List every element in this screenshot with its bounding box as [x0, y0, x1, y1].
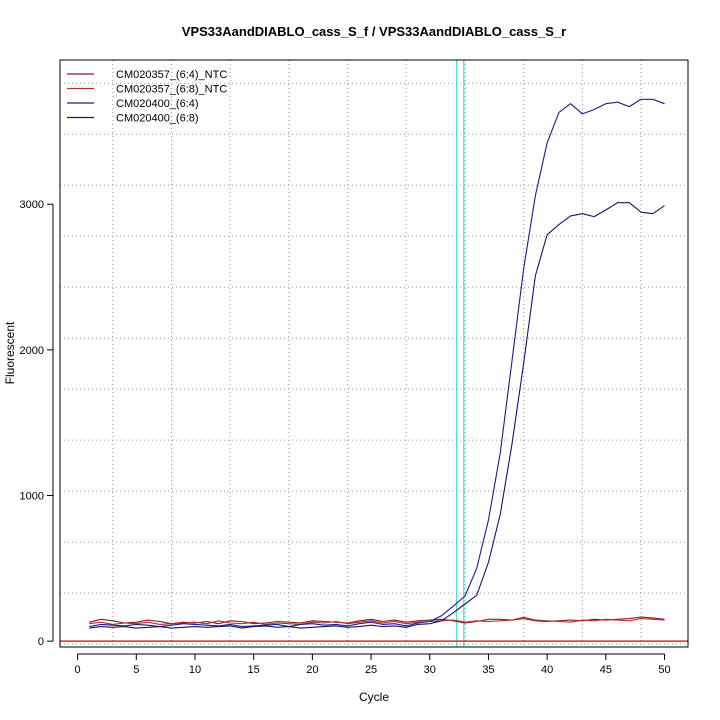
- x-tick-label: 15: [248, 664, 260, 676]
- plot-frame: [59, 59, 689, 648]
- x-tick-label: 30: [424, 664, 436, 676]
- x-tick-label: 40: [541, 664, 553, 676]
- series-line: [89, 98, 665, 628]
- x-tick-label: 5: [133, 664, 139, 676]
- x-axis-label: Cycle: [359, 690, 389, 704]
- legend: CM020357_(6:4)_NTC CM020357_(6:8)_NTC CM02…: [67, 69, 227, 125]
- x-tick-label: 20: [306, 664, 318, 676]
- y-tick-label: 0: [38, 636, 44, 648]
- x-axis: 0 5 10 15 20 25 30 35 40 45 50: [75, 653, 671, 676]
- y-axis: 0 1000 2000 3000: [20, 199, 54, 648]
- x-tick-label: 45: [600, 664, 612, 676]
- y-tick-label: 3000: [20, 199, 44, 211]
- legend-label: CM020400_(6:8): [116, 113, 199, 125]
- legend-label: CM020357_(6:8)_NTC: [116, 84, 227, 96]
- legend-label: CM020357_(6:4)_NTC: [116, 69, 227, 81]
- grid: [60, 60, 688, 647]
- y-tick-label: 2000: [20, 345, 44, 357]
- series-line: [89, 616, 665, 625]
- x-tick-label: 50: [658, 664, 670, 676]
- x-tick-label: 10: [189, 664, 201, 676]
- x-tick-label: 0: [75, 664, 81, 676]
- x-tick-label: 35: [482, 664, 494, 676]
- x-tick-label: 25: [365, 664, 377, 676]
- legend-label: CM020400_(6:4): [116, 98, 199, 110]
- ct-lines: [456, 60, 465, 647]
- y-tick-label: 1000: [20, 491, 44, 503]
- series-line: [89, 202, 665, 629]
- series-lines: [89, 98, 665, 629]
- chart-title: VPS33AandDIABLO_cass_S_f / VPS33AandDIAB…: [182, 24, 566, 39]
- y-axis-label: Fluorescent: [3, 321, 17, 384]
